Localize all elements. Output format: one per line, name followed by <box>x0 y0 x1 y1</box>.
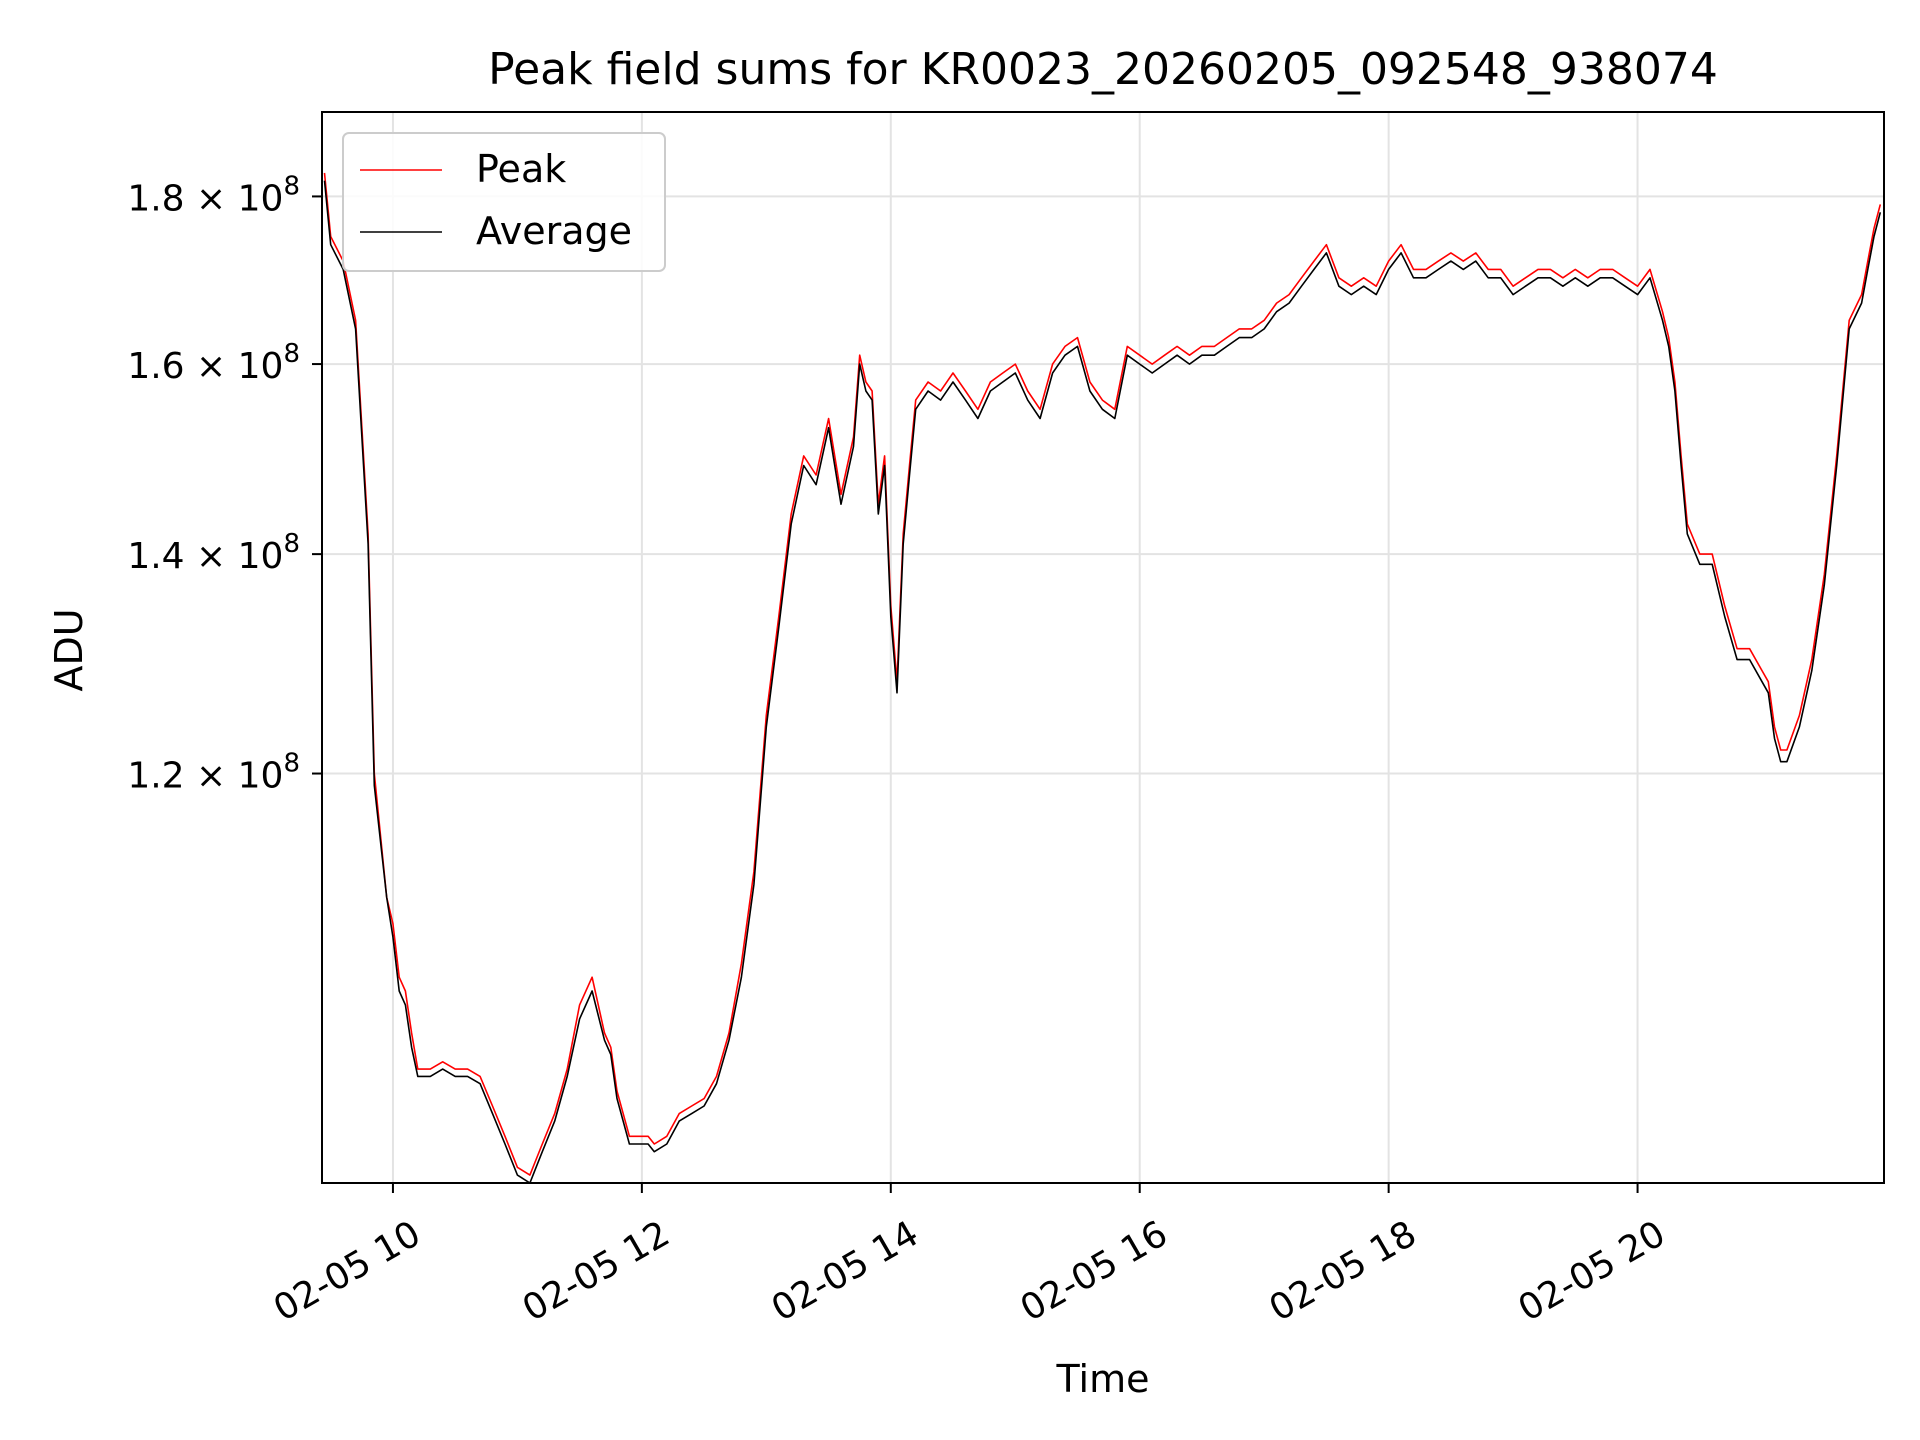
y-tick-label: 1.6 × 108 <box>127 339 300 387</box>
series-line-average <box>323 180 1882 1183</box>
y-axis-label: ADU <box>47 608 91 691</box>
y-tick-label: 1.2 × 108 <box>127 749 300 797</box>
grid-lines <box>322 112 1884 1183</box>
legend-box <box>342 132 666 272</box>
y-tick-label: 1.4 × 108 <box>127 529 300 577</box>
legend-label-peak: Peak <box>476 147 566 191</box>
y-tick-label: 1.8 × 108 <box>127 171 300 219</box>
x-axis-label: Time <box>1056 1357 1150 1401</box>
series-line-peak <box>323 172 1882 1176</box>
legend: Peak Average <box>342 132 666 272</box>
legend-label-average: Average <box>476 209 632 253</box>
chart-title: Peak field sums for KR0023_20260205_0925… <box>488 44 1718 95</box>
plot-frame <box>321 111 1885 1184</box>
series-layer <box>323 172 1882 1183</box>
